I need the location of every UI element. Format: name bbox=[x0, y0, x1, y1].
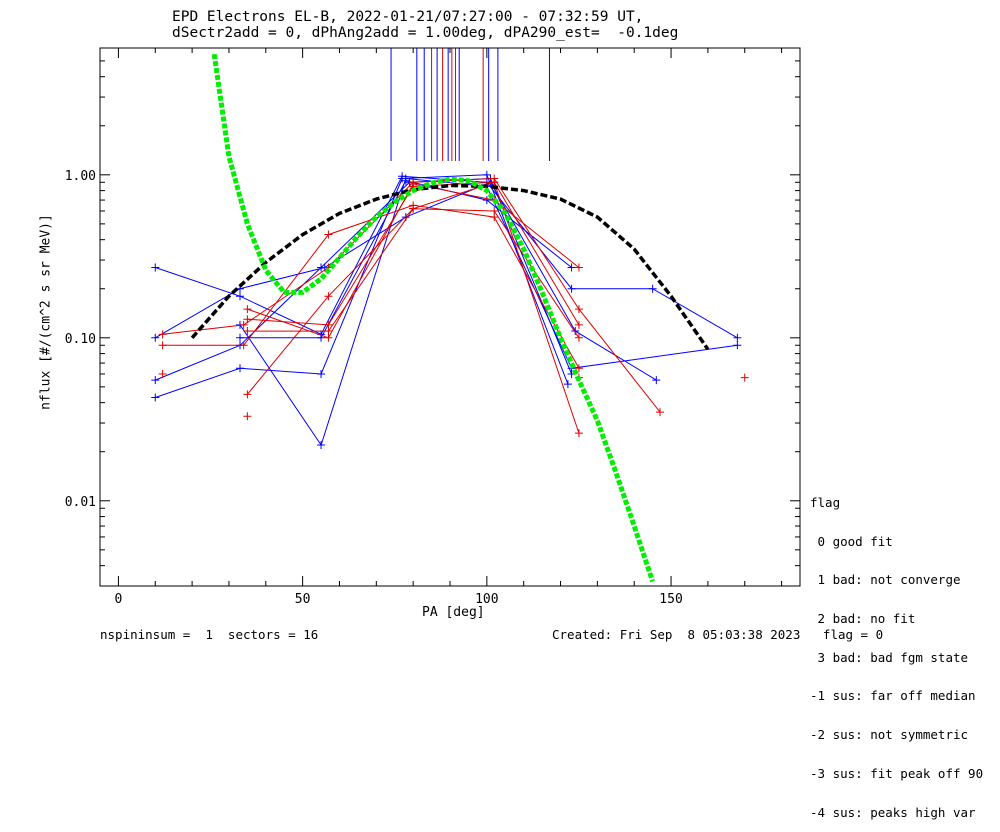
plot-frame bbox=[99, 47, 801, 587]
x-tick-label: 150 bbox=[659, 592, 682, 607]
data-point bbox=[158, 369, 167, 378]
y-tick-label: 0.01 bbox=[65, 495, 96, 510]
series-line bbox=[240, 180, 572, 339]
data-point bbox=[567, 263, 576, 272]
x-tick-label: 100 bbox=[475, 592, 498, 607]
chart-title-line2: dSectr2add = 0, dPhAng2add = 1.00deg, dP… bbox=[172, 25, 679, 41]
series-line bbox=[162, 204, 580, 369]
data-point bbox=[236, 292, 244, 301]
data-point bbox=[571, 327, 580, 336]
flag-legend-item: -3 sus: fit peak off 90 bbox=[810, 765, 984, 781]
data-point bbox=[151, 263, 160, 272]
fit-curve-black bbox=[190, 183, 710, 351]
x-tick-label: 50 bbox=[295, 592, 311, 607]
data-point bbox=[733, 333, 742, 342]
data-point bbox=[574, 263, 583, 272]
data-point bbox=[656, 408, 664, 417]
flag-legend-item: 3 bad: bad fgm state bbox=[810, 649, 969, 665]
data-point bbox=[243, 305, 252, 314]
data-point bbox=[158, 330, 167, 339]
data-point bbox=[151, 376, 160, 385]
data-point bbox=[151, 393, 160, 402]
data-point bbox=[324, 333, 333, 342]
data-series bbox=[151, 170, 749, 449]
fit-curve-green bbox=[211, 53, 655, 583]
data-point bbox=[243, 390, 252, 399]
chart-title-line1: EPD Electrons EL-B, 2022-01-21/07:27:00 … bbox=[172, 9, 644, 25]
flag-legend-item: 0 good fit bbox=[810, 533, 893, 549]
data-point bbox=[158, 341, 167, 350]
data-point bbox=[324, 327, 333, 336]
y-tick-label: 0.10 bbox=[65, 332, 96, 347]
data-point bbox=[567, 284, 576, 293]
series-line bbox=[155, 181, 657, 381]
data-point bbox=[401, 176, 410, 185]
data-point bbox=[490, 178, 499, 187]
flag-legend-item: -2 sus: not symmetric bbox=[810, 727, 969, 743]
data-point bbox=[243, 412, 252, 421]
data-point bbox=[563, 380, 572, 389]
data-point bbox=[236, 333, 244, 342]
flag-legend-item: 1 bad: not converge bbox=[810, 572, 961, 588]
x-axis-label: PA [deg] bbox=[422, 605, 485, 620]
data-point bbox=[317, 263, 326, 272]
data-point bbox=[324, 292, 333, 301]
y-tick-label: 1.00 bbox=[65, 169, 96, 184]
footer-created: Created: Fri Sep 8 05:03:38 2023 flag = … bbox=[552, 627, 884, 642]
flag-legend: flag 0 good fit 1 bad: not converge 2 ba… bbox=[810, 471, 983, 832]
data-point bbox=[574, 429, 583, 438]
data-point bbox=[482, 196, 491, 205]
data-point bbox=[317, 369, 326, 378]
data-point bbox=[652, 376, 661, 385]
data-point bbox=[243, 327, 252, 336]
data-point bbox=[648, 284, 657, 293]
series-line bbox=[155, 177, 573, 381]
series-line bbox=[247, 181, 580, 434]
flag-legend-title: flag bbox=[810, 494, 841, 510]
data-point bbox=[409, 204, 418, 213]
data-point bbox=[482, 170, 491, 179]
flag-legend-item: -1 sus: far off median bbox=[810, 688, 976, 704]
footer-settings: nspininsum = 1 sectors = 16 bbox=[100, 627, 319, 642]
data-point bbox=[574, 333, 583, 342]
series-line bbox=[239, 177, 738, 447]
fit-curves bbox=[190, 53, 710, 583]
x-tick-label: 0 bbox=[115, 592, 123, 607]
data-point bbox=[236, 364, 244, 373]
data-point bbox=[324, 230, 333, 239]
data-point bbox=[317, 440, 326, 449]
y-axis-label: nflux [#/(cm^2 s sr MeV)] bbox=[38, 214, 54, 410]
series-line bbox=[155, 174, 569, 398]
flag-legend-item: 2 bad: no fit bbox=[810, 610, 916, 626]
data-point bbox=[239, 320, 248, 329]
data-point bbox=[733, 341, 742, 350]
data-point bbox=[574, 305, 583, 314]
flag-legend-item: -4 sus: peaks high var bbox=[810, 804, 976, 820]
axes-ticks: 0 50 100 150 0.01 0.10 1.00 bbox=[65, 47, 800, 607]
data-point bbox=[151, 333, 160, 342]
data-point bbox=[574, 320, 583, 329]
series-line bbox=[155, 175, 738, 339]
data-point bbox=[239, 341, 248, 350]
vertical-marker-lines bbox=[390, 48, 550, 161]
data-point bbox=[740, 373, 749, 382]
pitch-angle-chart: 0 50 100 150 0.01 0.10 1.00 bbox=[65, 47, 801, 607]
data-point bbox=[243, 315, 252, 324]
data-point bbox=[490, 206, 499, 215]
data-point bbox=[574, 364, 583, 373]
